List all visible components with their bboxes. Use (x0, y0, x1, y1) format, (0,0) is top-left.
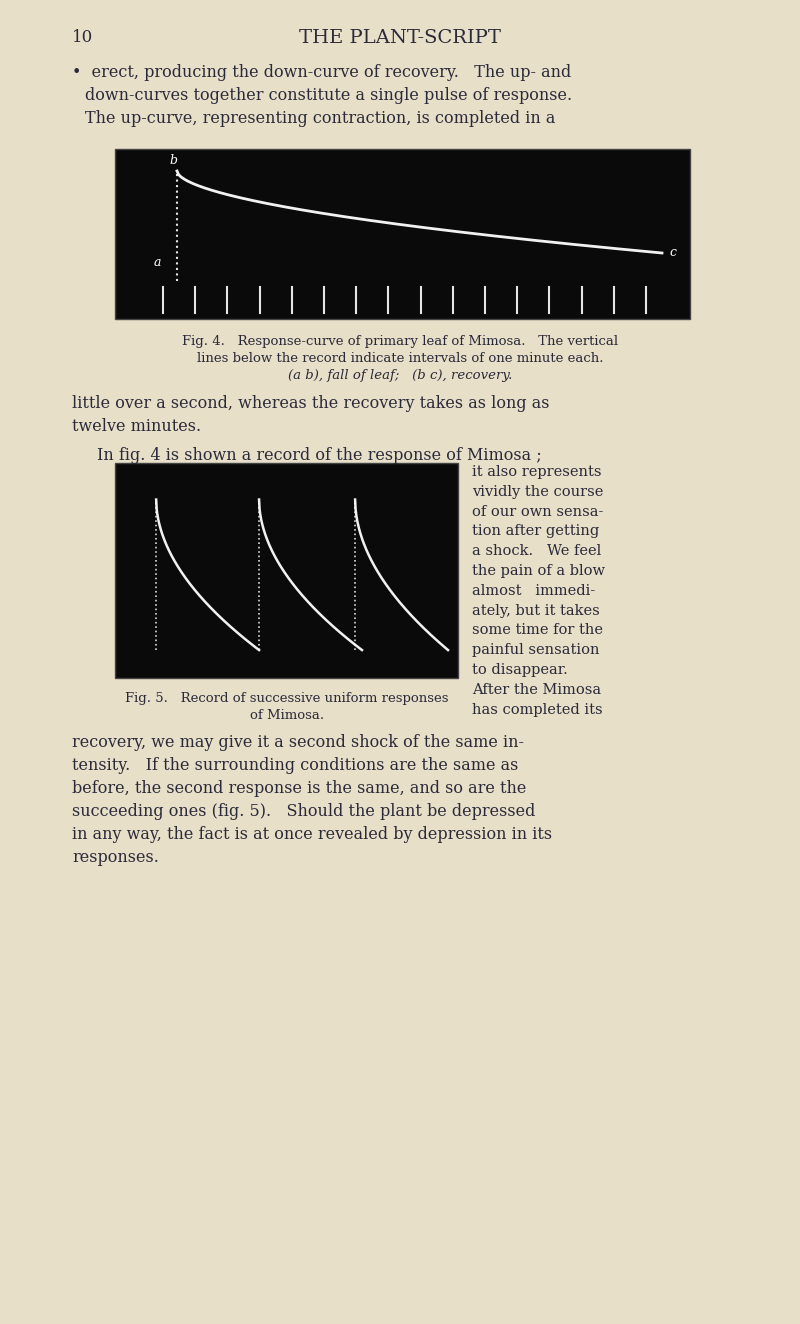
Text: of our own sensa-: of our own sensa- (472, 504, 603, 519)
Text: In fig. 4 is shown a record of the response of Mimosa ;: In fig. 4 is shown a record of the respo… (97, 448, 542, 463)
Text: tensity.   If the surrounding conditions are the same as: tensity. If the surrounding conditions a… (72, 757, 518, 775)
Text: After the Mimosa: After the Mimosa (472, 683, 601, 696)
Text: before, the second response is the same, and so are the: before, the second response is the same,… (72, 780, 526, 797)
Text: of Mimosa.: of Mimosa. (250, 708, 324, 722)
Text: almost   immedi-: almost immedi- (472, 584, 595, 598)
Text: in any way, the fact is at once revealed by depression in its: in any way, the fact is at once revealed… (72, 826, 552, 843)
Text: to disappear.: to disappear. (472, 663, 568, 677)
Text: down-curves together constitute a single pulse of response.: down-curves together constitute a single… (85, 87, 572, 105)
Text: succeeding ones (fig. 5).   Should the plant be depressed: succeeding ones (fig. 5). Should the pla… (72, 802, 535, 820)
Text: •  erect, producing the down-curve of recovery.   The up- and: • erect, producing the down-curve of rec… (72, 64, 571, 81)
Text: a: a (154, 257, 161, 270)
Text: little over a second, whereas the recovery takes as long as: little over a second, whereas the recove… (72, 395, 550, 412)
Text: twelve minutes.: twelve minutes. (72, 418, 201, 436)
Text: lines below the record indicate intervals of one minute each.: lines below the record indicate interval… (197, 352, 603, 365)
Text: (a b), fall of leaf;   (b c), recovery.: (a b), fall of leaf; (b c), recovery. (288, 369, 512, 383)
Text: the pain of a blow: the pain of a blow (472, 564, 605, 579)
Text: has completed its: has completed its (472, 703, 602, 716)
Text: ately, but it takes: ately, but it takes (472, 604, 600, 617)
Text: some time for the: some time for the (472, 624, 603, 637)
Text: a shock.   We feel: a shock. We feel (472, 544, 602, 559)
Bar (115, 150, 690, 319)
Text: The up-curve, representing contraction, is completed in a: The up-curve, representing contraction, … (85, 110, 555, 127)
Text: responses.: responses. (72, 849, 159, 866)
Text: recovery, we may give it a second shock of the same in-: recovery, we may give it a second shock … (72, 733, 524, 751)
Text: vividly the course: vividly the course (472, 485, 603, 499)
Text: it also represents: it also represents (472, 465, 602, 479)
Text: tion after getting: tion after getting (472, 524, 599, 539)
Text: 10: 10 (72, 29, 94, 46)
Text: c: c (669, 246, 676, 260)
Text: THE PLANT-SCRIPT: THE PLANT-SCRIPT (299, 29, 501, 46)
Bar (115, 463, 458, 678)
Text: Fig. 5.   Record of successive uniform responses: Fig. 5. Record of successive uniform res… (126, 692, 449, 704)
Text: b: b (169, 154, 177, 167)
Text: painful sensation: painful sensation (472, 643, 599, 657)
Text: Fig. 4.   Response-curve of primary leaf of Mimosa.   The vertical: Fig. 4. Response-curve of primary leaf o… (182, 335, 618, 348)
